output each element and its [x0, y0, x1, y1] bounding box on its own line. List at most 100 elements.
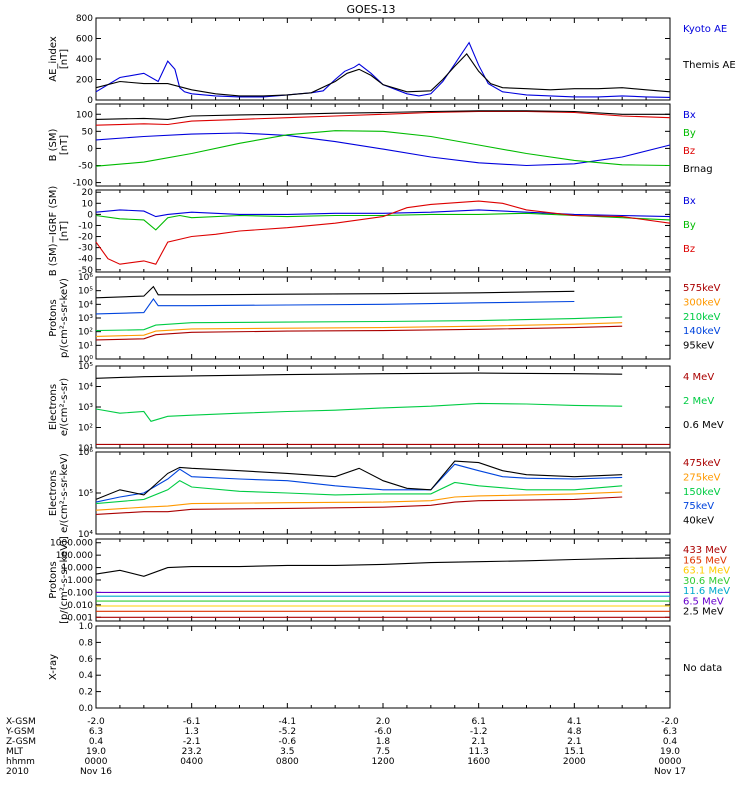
x-axis-value: -2.1 — [183, 737, 201, 747]
y-axis-label: e/(cm²-s-sr-keV) — [59, 453, 70, 533]
legend-entry: 140keV — [683, 326, 721, 337]
chart-title: GOES-13 — [346, 3, 395, 16]
y-tick-label: 10⁶ — [78, 448, 93, 458]
y-tick-label: 0.001 — [67, 613, 93, 623]
legend-entry: 150keV — [683, 487, 721, 498]
panel-frame — [95, 189, 671, 273]
x-axis-value: 6.3 — [89, 727, 103, 737]
x-axis-value: 3.5 — [280, 747, 294, 757]
x-axis-value: 6.3 — [663, 727, 677, 737]
y-axis-label: B (SM)−IGRF (SM) — [48, 186, 59, 277]
series-line-210keV — [95, 316, 623, 332]
x-axis-value: -0.6 — [279, 737, 297, 747]
y-tick-label: 100.000 — [56, 551, 93, 561]
y-axis-label: [p/(cm²-s-sr-keV)] — [59, 536, 70, 624]
y-tick-label: 10.000 — [62, 564, 94, 574]
panel-bsm: -100 -50 0 50 100 B (SM) [nT] Bx By Bz Brnag — [48, 103, 713, 189]
x-row-label: hhmm — [6, 757, 35, 767]
y-tick-label: 1000.000 — [50, 539, 93, 549]
legend-entry: Brnag — [683, 164, 713, 175]
y-tick-label: 0.2 — [79, 688, 93, 698]
legend-entry: 2.5 MeV — [683, 607, 724, 618]
y-tick-label: 600 — [76, 35, 93, 45]
panel-frame — [95, 538, 671, 622]
legend-entry: 30.6 MeV — [683, 576, 730, 587]
y-axis-label: Electrons — [48, 384, 59, 430]
y-tick-label: 20 — [82, 188, 94, 198]
y-tick-label: -10 — [78, 221, 93, 231]
y-tick-label: 0.8 — [79, 638, 94, 648]
series-line-Bx — [95, 209, 671, 218]
series-line-475keV — [95, 496, 623, 515]
x-axis-value: 7.5 — [376, 747, 390, 757]
x-row-label: 2010 — [6, 767, 29, 777]
y-tick-label: 10⁵ — [78, 362, 93, 372]
x-axis-value: -2.0 — [661, 717, 679, 727]
legend-entry: 75keV — [683, 501, 714, 512]
x-axis-value: 0000 — [659, 757, 682, 767]
x-row-label: Z-GSM — [6, 737, 36, 747]
series-line-Brnag — [95, 110, 670, 120]
y-tick-label: 400 — [76, 55, 93, 65]
series-line-150keV — [95, 480, 623, 505]
y-axis-label: Protons — [48, 299, 59, 336]
y-tick-label: 10³ — [78, 403, 93, 413]
legend-entry: By — [683, 220, 696, 231]
y-axis-label: [nT] — [59, 49, 70, 69]
y-axis-label: X-ray — [48, 654, 59, 680]
series-line-75keV — [95, 463, 623, 503]
y-tick-label: 100 — [76, 110, 93, 120]
series-line-Bx — [95, 132, 671, 167]
x-axis-value: 2.1 — [472, 737, 486, 747]
x-axis-value: Nov 16 — [80, 767, 112, 777]
panel-frame — [95, 625, 671, 709]
panel-protons_diff: 10⁰ 10¹ 10² 10³ 10⁴ 10⁵ 10⁶ Protons p/(cm²-s-sr-… — [48, 273, 721, 365]
y-tick-label: 0 — [87, 210, 93, 220]
x-axis-value: 1600 — [467, 757, 490, 767]
y-tick-label: 0.010 — [67, 601, 93, 611]
y-tick-label: 10³ — [78, 314, 93, 324]
x-axis-value: 1.3 — [185, 727, 199, 737]
x-axis-value: 0800 — [276, 757, 299, 767]
series-line-By — [95, 130, 671, 167]
legend-entry: Bx — [683, 110, 696, 121]
legend-entry: 475keV — [683, 458, 721, 469]
x-axis-value: -5.2 — [279, 727, 297, 737]
y-axis-label: Protons — [48, 561, 59, 598]
y-tick-label: -40 — [78, 255, 93, 265]
y-tick-label: 10⁵ — [78, 287, 93, 297]
y-axis-label: Electrons — [48, 470, 59, 516]
legend-entry: By — [683, 128, 696, 139]
series-line-Bz — [95, 200, 671, 265]
legend-entry: 6.5 MeV — [683, 596, 724, 607]
x-axis-value: 0.4 — [663, 737, 678, 747]
y-tick-label: 10¹ — [78, 444, 93, 454]
legend-entry: Bz — [683, 146, 695, 157]
series-line-300keV — [95, 322, 623, 337]
legend-entry: 433 MeV — [683, 545, 727, 556]
y-tick-label: 10⁰ — [78, 355, 93, 365]
series-line-140keV — [95, 297, 575, 315]
x-axis-value: 0.4 — [89, 737, 104, 747]
series-line-0.6-MeV — [95, 372, 623, 379]
x-row-label: MLT — [6, 747, 24, 757]
x-axis-value: -4.1 — [279, 717, 297, 727]
x-axis-table: X-GSMY-GSMZ-GSMMLThhmm2010-2.06.30.419.0… — [5, 717, 686, 777]
x-axis-value: -6.0 — [374, 727, 392, 737]
x-axis-value: 23.2 — [182, 747, 202, 757]
x-axis-value: -6.1 — [183, 717, 201, 727]
y-tick-label: 10⁵ — [78, 489, 93, 499]
panel-ae: 0 200 400 600 800 AE_index [nT] Kyoto AE Themis … — [48, 14, 736, 106]
series-line-Kyoto-AE — [95, 41, 671, 98]
x-axis-value: Nov 17 — [654, 767, 686, 777]
x-axis-value: 4.1 — [567, 717, 581, 727]
y-tick-label: 0.6 — [79, 655, 94, 665]
series-line-2-MeV — [95, 402, 623, 422]
x-axis-value: -1.2 — [470, 727, 488, 737]
x-row-label: Y-GSM — [5, 727, 34, 737]
y-tick-label: -100 — [73, 179, 94, 189]
legend-entry: 0.6 MeV — [683, 420, 724, 431]
